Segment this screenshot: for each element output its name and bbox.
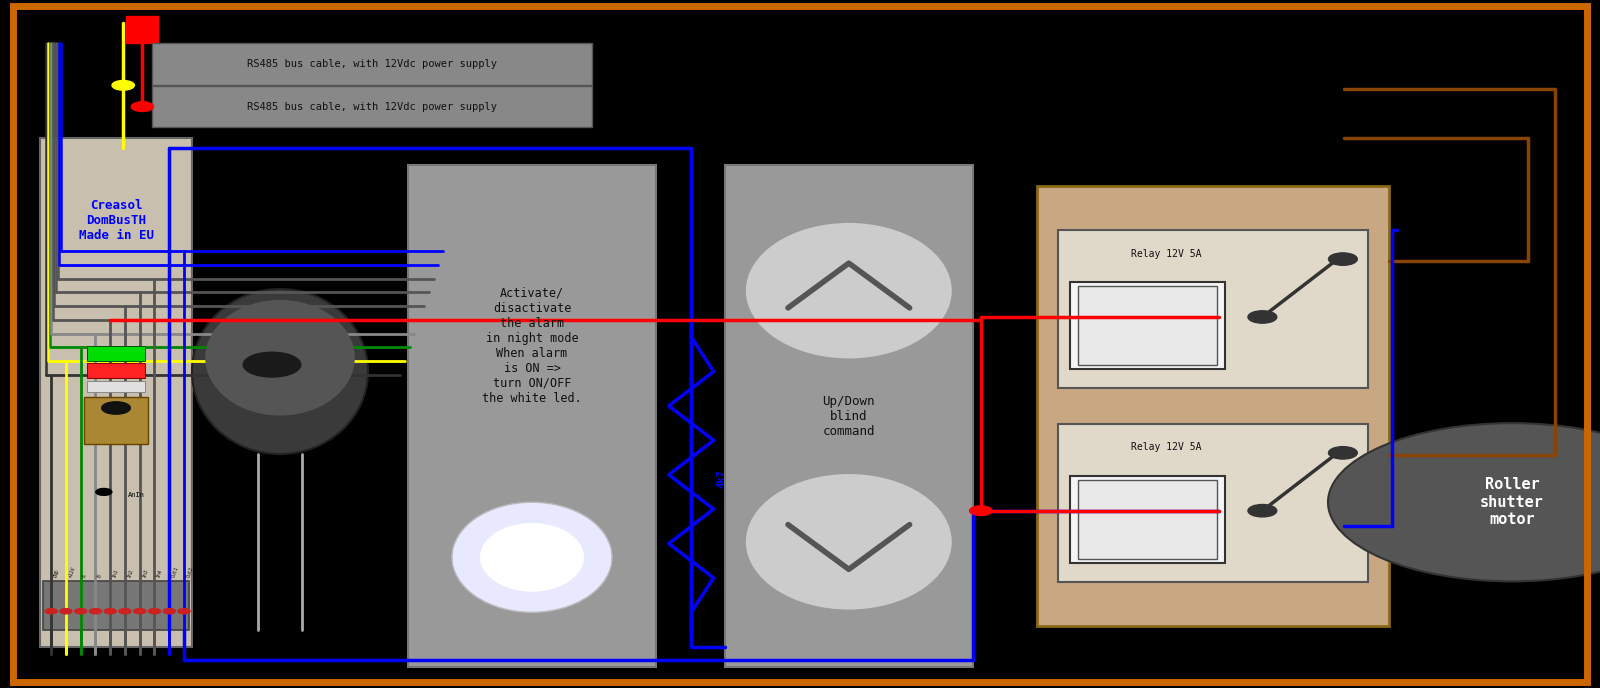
- Ellipse shape: [205, 300, 355, 416]
- Circle shape: [134, 609, 146, 614]
- Text: Creasol
DomBusTH
Made in EU: Creasol DomBusTH Made in EU: [78, 199, 154, 241]
- Circle shape: [1328, 423, 1600, 581]
- Text: Roller
shutter
motor: Roller shutter motor: [1480, 477, 1544, 527]
- Circle shape: [163, 609, 176, 614]
- Circle shape: [131, 102, 154, 111]
- FancyBboxPatch shape: [1037, 186, 1389, 626]
- Text: Relay 12V 5A: Relay 12V 5A: [1131, 248, 1202, 259]
- Circle shape: [178, 609, 190, 614]
- FancyBboxPatch shape: [1078, 286, 1218, 365]
- FancyBboxPatch shape: [408, 165, 656, 667]
- Text: RS485 bus cable, with 12Vdc power supply: RS485 bus cable, with 12Vdc power supply: [246, 59, 498, 69]
- FancyBboxPatch shape: [1058, 230, 1368, 388]
- Circle shape: [102, 402, 131, 414]
- Text: B: B: [98, 574, 102, 579]
- Circle shape: [96, 488, 112, 495]
- Text: In2: In2: [126, 569, 134, 579]
- Circle shape: [1328, 447, 1357, 459]
- Circle shape: [118, 609, 131, 614]
- Circle shape: [75, 609, 86, 614]
- FancyBboxPatch shape: [88, 346, 144, 361]
- Text: AnIn: AnIn: [128, 493, 146, 498]
- Circle shape: [243, 352, 301, 377]
- Ellipse shape: [453, 502, 611, 612]
- FancyBboxPatch shape: [1070, 282, 1226, 369]
- FancyBboxPatch shape: [1078, 480, 1218, 559]
- Text: In1: In1: [112, 569, 120, 579]
- Text: 4k7: 4k7: [717, 469, 726, 488]
- Circle shape: [45, 609, 58, 614]
- FancyBboxPatch shape: [1058, 424, 1368, 582]
- FancyBboxPatch shape: [85, 397, 147, 444]
- FancyBboxPatch shape: [126, 16, 158, 43]
- Text: +12V: +12V: [67, 566, 77, 579]
- Circle shape: [59, 609, 72, 614]
- Text: Out2: Out2: [186, 566, 194, 579]
- Ellipse shape: [480, 523, 584, 592]
- FancyBboxPatch shape: [88, 381, 144, 392]
- Text: In3: In3: [141, 569, 149, 579]
- Circle shape: [1248, 311, 1277, 323]
- Text: GND: GND: [53, 569, 61, 579]
- FancyBboxPatch shape: [88, 363, 144, 378]
- Text: A: A: [82, 574, 88, 579]
- Text: In4: In4: [157, 569, 163, 579]
- FancyBboxPatch shape: [725, 165, 973, 667]
- FancyBboxPatch shape: [1070, 476, 1226, 563]
- Text: Up/Down
blind
command: Up/Down blind command: [822, 395, 875, 438]
- Text: Activate/
disactivate
the alarm
in night mode
When alarm
is ON =>
turn ON/OFF
th: Activate/ disactivate the alarm in night…: [482, 287, 582, 405]
- Circle shape: [970, 506, 992, 515]
- Ellipse shape: [744, 222, 954, 360]
- Ellipse shape: [744, 473, 954, 611]
- Circle shape: [1248, 504, 1277, 517]
- Circle shape: [104, 609, 117, 614]
- Circle shape: [112, 80, 134, 90]
- Text: Relay 12V 5A: Relay 12V 5A: [1131, 442, 1202, 452]
- Circle shape: [149, 609, 160, 614]
- Ellipse shape: [192, 289, 368, 454]
- FancyBboxPatch shape: [152, 86, 592, 127]
- FancyBboxPatch shape: [40, 138, 192, 647]
- Text: Out1: Out1: [171, 566, 179, 579]
- FancyBboxPatch shape: [43, 581, 189, 630]
- Circle shape: [1328, 253, 1357, 266]
- Text: RS485 bus cable, with 12Vdc power supply: RS485 bus cable, with 12Vdc power supply: [246, 102, 498, 111]
- FancyBboxPatch shape: [152, 43, 592, 85]
- Circle shape: [90, 609, 101, 614]
